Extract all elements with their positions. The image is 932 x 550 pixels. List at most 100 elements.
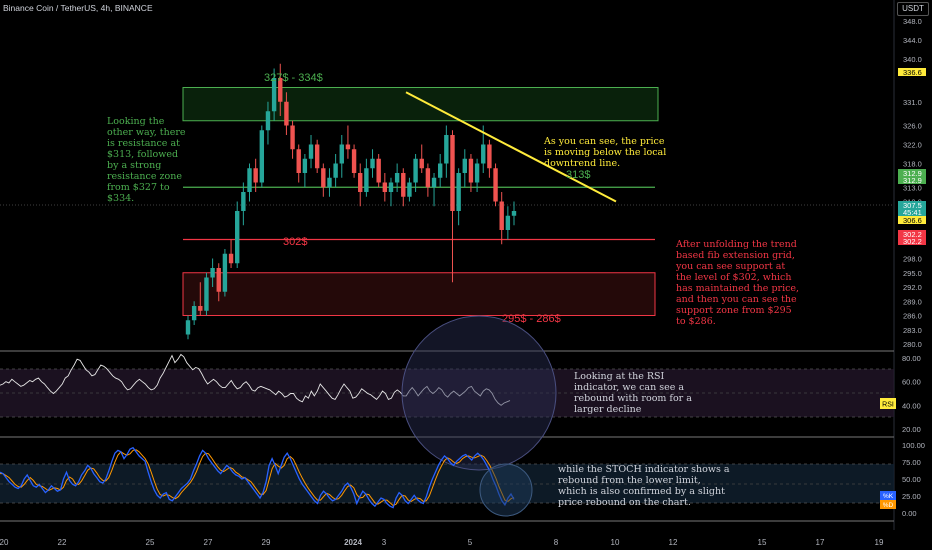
price-tick-label[interactable]: 292.0 — [903, 283, 922, 292]
candle — [308, 135, 314, 169]
price-badge: 312.9 — [903, 176, 922, 185]
price-tick-label[interactable]: 313.0 — [903, 183, 922, 192]
rsi-badge-bg — [880, 398, 896, 409]
time-tick-label[interactable]: 15 — [758, 538, 767, 547]
price-tick-label[interactable]: 318.0 — [903, 160, 922, 169]
rsi-tick-label[interactable]: 80.00 — [902, 354, 921, 363]
candle — [259, 125, 265, 188]
time-tick-label[interactable]: 5 — [468, 538, 473, 547]
candle — [204, 272, 209, 316]
rsi-tick-label[interactable]: 40.00 — [902, 401, 921, 410]
stoch-axis-ticks: 100.00 75.00 50.00 25.00 0.00 — [902, 441, 925, 518]
candle — [431, 173, 437, 207]
time-tick-label[interactable]: 22 — [58, 538, 67, 547]
candle — [437, 154, 443, 188]
price-badge: 45:41 — [903, 208, 922, 217]
downtrend-line[interactable] — [405, 91, 617, 203]
candle — [265, 101, 271, 145]
candle — [222, 249, 228, 297]
time-tick-label[interactable]: 20 — [0, 538, 9, 547]
rsi-tick-label[interactable]: 60.00 — [902, 378, 921, 387]
candle — [321, 163, 326, 197]
candle — [394, 163, 400, 192]
price-tick-label[interactable]: 326.0 — [903, 122, 922, 131]
trend-annotation: As you can see, the price is moving belo… — [544, 136, 667, 169]
time-tick-label[interactable]: 25 — [146, 538, 155, 547]
time-tick-label[interactable]: 8 — [554, 538, 559, 547]
time-tick-label[interactable]: 2024 — [344, 538, 362, 547]
support-zone[interactable] — [182, 272, 656, 316]
candle — [511, 201, 517, 226]
stoch-tick-label[interactable]: 25.00 — [902, 492, 921, 501]
stoch-tick-label[interactable]: 100.00 — [902, 441, 925, 450]
price-badge: 312.9 — [903, 169, 922, 178]
support-zone-label: 295$ - 286$ — [502, 313, 561, 325]
price-tick-label[interactable]: 280.0 — [903, 340, 922, 349]
price-tick-label[interactable]: 344.0 — [903, 36, 922, 45]
price-tick-label[interactable]: 340.0 — [903, 55, 922, 64]
resistance-zone[interactable] — [182, 87, 659, 122]
currency-button[interactable]: USDT — [897, 2, 929, 16]
price-axis-panel[interactable] — [894, 0, 932, 550]
price-tick-label[interactable]: 283.0 — [903, 326, 922, 335]
time-tick-label[interactable]: 29 — [262, 538, 271, 547]
candle — [474, 158, 480, 192]
time-tick-label[interactable]: 12 — [669, 538, 678, 547]
rsi-highlight-circle[interactable] — [401, 315, 557, 471]
stoch-highlight-circle[interactable] — [479, 463, 533, 517]
price-tick-label[interactable]: 289.0 — [903, 297, 922, 306]
time-tick-label[interactable]: 3 — [382, 538, 387, 547]
stoch-tick-label[interactable]: 75.00 — [902, 458, 921, 467]
candle — [228, 239, 234, 268]
price-tick-label[interactable]: 295.0 — [903, 269, 922, 278]
stoch-tick-label[interactable]: 0.00 — [902, 509, 917, 518]
time-tick-label[interactable]: 17 — [816, 538, 825, 547]
time-tick-label[interactable]: 27 — [204, 538, 213, 547]
candle — [278, 63, 283, 116]
rsi-tick-label[interactable]: 20.00 — [902, 425, 921, 434]
candle — [284, 92, 289, 135]
time-tick-label[interactable]: 10 — [611, 538, 620, 547]
rsi-line — [0, 353, 511, 406]
rsi-badge: RSI — [882, 402, 894, 409]
candle — [185, 315, 191, 340]
price-badge: 302.2 — [903, 230, 922, 239]
candle — [376, 154, 381, 188]
stoch-band — [0, 464, 894, 503]
rsi-axis-ticks: 80.00 60.00 40.00 20.00 — [902, 354, 921, 434]
time-tick-label[interactable]: 19 — [875, 538, 884, 547]
stoch-d-line — [0, 449, 515, 507]
candle — [358, 163, 363, 207]
resistance-annotation: Looking the other way, there is resistan… — [107, 116, 186, 204]
candle — [253, 158, 258, 192]
price-tick-label[interactable]: 298.0 — [903, 255, 922, 264]
stoch-tick-label[interactable]: 50.00 — [902, 475, 921, 484]
candle — [339, 135, 344, 178]
candle — [493, 163, 498, 207]
candle — [425, 163, 431, 197]
candle — [241, 182, 246, 226]
symbol-title[interactable]: Binance Coin / TetherUS, 4h, BINANCE — [3, 3, 153, 13]
candle — [302, 154, 308, 188]
candles-group — [185, 63, 517, 340]
candle — [364, 158, 369, 197]
price-tick-label[interactable]: 331.0 — [903, 98, 922, 107]
candle — [198, 282, 203, 316]
candle — [216, 263, 221, 302]
candle — [407, 177, 412, 202]
stoch-k-line — [0, 446, 515, 509]
price-tick-label[interactable]: 286.0 — [903, 312, 922, 321]
price-tick-label[interactable]: 322.0 — [903, 141, 922, 150]
candle — [290, 120, 295, 159]
candle — [413, 154, 418, 192]
candle — [210, 258, 215, 287]
d-badge: %D — [883, 502, 894, 509]
price-tick-label[interactable]: 348.0 — [903, 17, 922, 26]
candle — [388, 177, 394, 207]
candle — [382, 173, 388, 202]
candle — [401, 168, 406, 207]
candle — [314, 139, 320, 173]
